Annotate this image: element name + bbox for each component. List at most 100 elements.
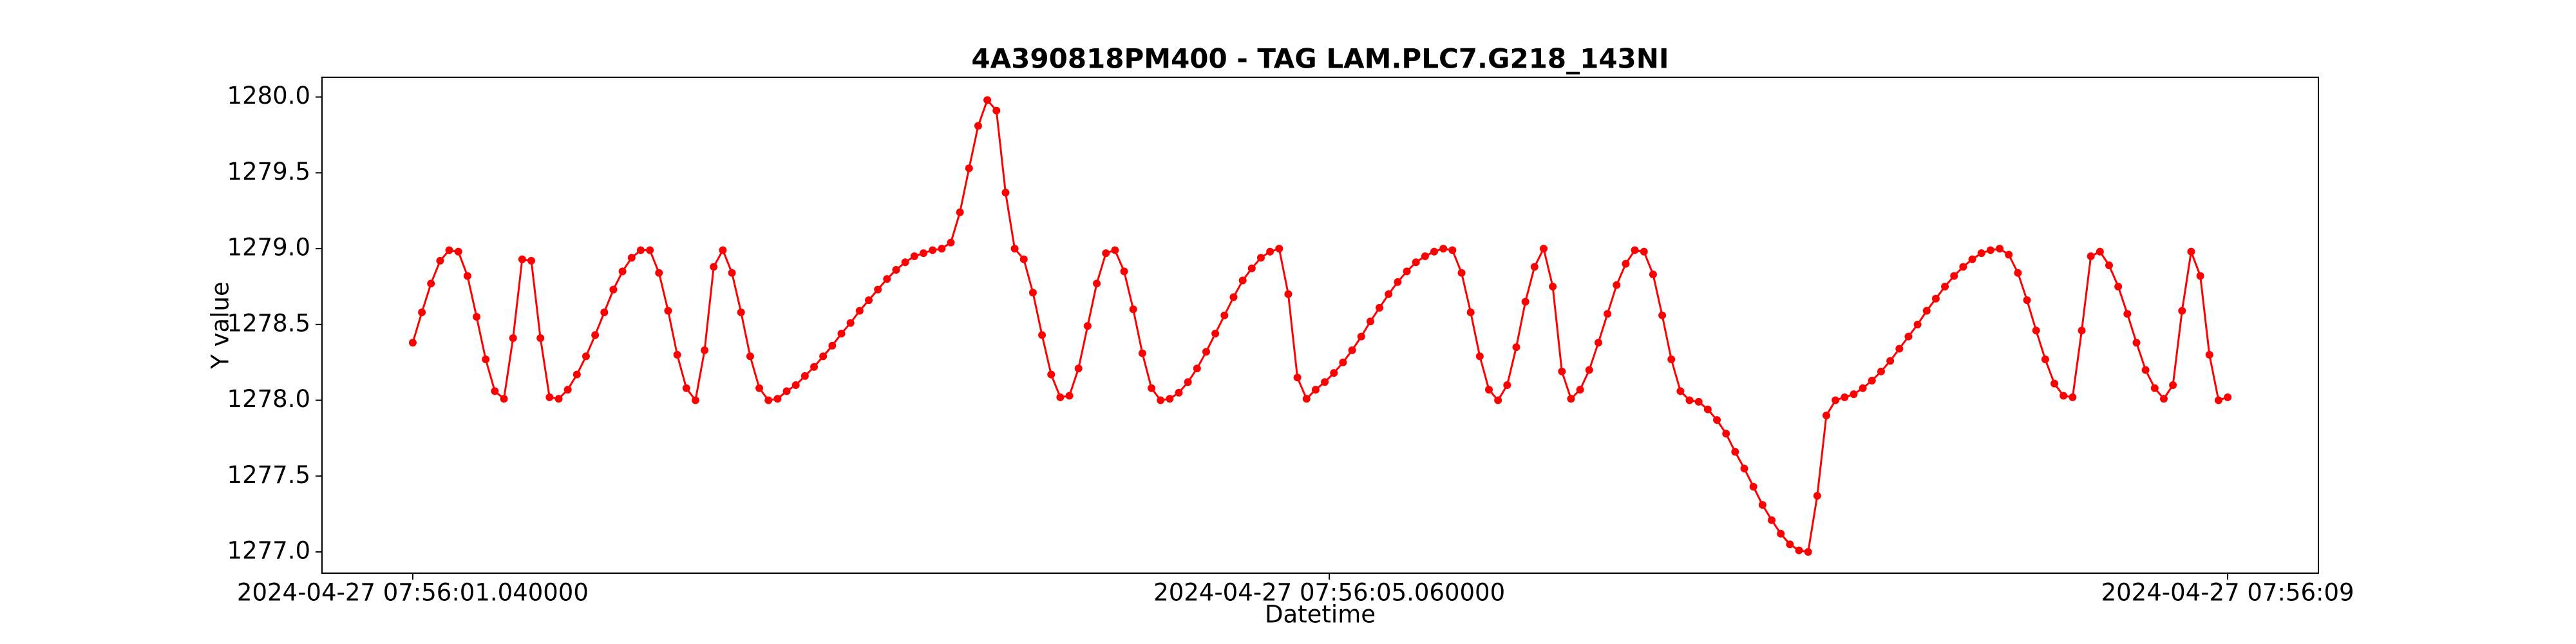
- data-point: [910, 252, 918, 260]
- data-point: [1175, 388, 1183, 397]
- data-point: [1111, 246, 1119, 254]
- data-point: [1038, 331, 1046, 339]
- data-point: [1311, 386, 1320, 394]
- data-point: [719, 246, 727, 254]
- data-point: [938, 245, 946, 253]
- data-point: [728, 269, 736, 277]
- data-point: [1832, 396, 1840, 404]
- data-point: [2087, 252, 2095, 260]
- data-point: [1439, 245, 1448, 253]
- data-point: [1758, 501, 1766, 509]
- data-point: [554, 395, 563, 403]
- data-point: [1594, 339, 1602, 347]
- data-point: [445, 246, 453, 254]
- data-point: [1466, 308, 1475, 316]
- data-point: [846, 319, 855, 327]
- data-point: [436, 256, 444, 265]
- data-point: [1065, 392, 1074, 400]
- data-point: [1731, 448, 1739, 456]
- data-point: [1421, 252, 1429, 260]
- data-point: [1202, 348, 1210, 356]
- data-point: [518, 255, 526, 263]
- data-point: [901, 258, 909, 267]
- data-point: [627, 254, 636, 262]
- data-point: [1475, 352, 1484, 361]
- x-tick-label: 2024-04-27 07:56:01.040000: [237, 579, 589, 607]
- data-point: [2150, 384, 2159, 392]
- data-point: [1376, 303, 1384, 312]
- data-point: [1913, 320, 1922, 328]
- data-point: [1795, 546, 1803, 554]
- data-point: [673, 350, 681, 359]
- data-point: [2014, 269, 2022, 277]
- data-point: [855, 307, 864, 315]
- data-point: [2196, 272, 2204, 280]
- data-point: [473, 313, 481, 321]
- data-point: [1266, 247, 1274, 256]
- data-point: [1959, 263, 1967, 271]
- data-point: [1813, 491, 1821, 500]
- data-point: [1083, 322, 1092, 330]
- data-point: [1339, 358, 1347, 366]
- data-point: [883, 275, 891, 283]
- data-point: [1968, 255, 1976, 263]
- data-point: [2205, 350, 2213, 359]
- data-point: [1394, 278, 1402, 286]
- data-point: [500, 395, 508, 403]
- data-point: [800, 372, 809, 380]
- data-point: [947, 238, 955, 247]
- data-point: [1986, 246, 1994, 254]
- data-point: [2105, 261, 2113, 269]
- data-point: [618, 267, 627, 276]
- data-point: [1001, 188, 1010, 196]
- data-point: [837, 329, 846, 337]
- data-point: [1904, 332, 1913, 341]
- data-point: [1211, 329, 1220, 337]
- data-point: [1558, 367, 1566, 375]
- data-point: [1850, 390, 1858, 399]
- data-point: [1576, 386, 1584, 394]
- data-point: [646, 246, 654, 254]
- data-point: [1366, 317, 1374, 326]
- data-point: [2169, 381, 2177, 390]
- data-point: [1649, 270, 1657, 279]
- data-point: [1302, 395, 1311, 403]
- data-point: [1448, 246, 1457, 254]
- data-point: [1010, 245, 1019, 253]
- y-tick-label: 1277.5: [227, 461, 310, 489]
- data-point: [1138, 349, 1146, 357]
- data-point: [1768, 516, 1776, 524]
- data-point: [1357, 332, 1365, 341]
- data-point: [682, 384, 690, 392]
- data-point: [1430, 247, 1439, 256]
- data-point: [874, 285, 882, 294]
- data-point: [1047, 370, 1056, 379]
- data-point: [2123, 310, 2132, 318]
- data-point: [1120, 267, 1128, 276]
- data-point: [965, 164, 973, 173]
- data-point: [609, 285, 618, 294]
- data-point: [2069, 393, 2077, 401]
- data-point: [1293, 374, 1302, 382]
- data-point: [2224, 393, 2232, 401]
- data-point: [2132, 339, 2141, 347]
- data-point: [1640, 247, 1648, 256]
- data-point: [1622, 260, 1630, 268]
- data-point: [664, 307, 672, 315]
- data-point: [701, 346, 709, 354]
- data-point: [1494, 396, 1502, 404]
- data-point: [892, 266, 900, 274]
- data-point: [1631, 246, 1639, 254]
- data-point: [545, 393, 554, 401]
- data-point: [2050, 379, 2059, 388]
- data-point: [1859, 384, 1867, 392]
- data-point: [1102, 249, 1110, 258]
- data-point: [1247, 264, 1256, 272]
- data-point: [1658, 311, 1667, 319]
- data-point: [600, 308, 609, 316]
- y-axis-label: Y value: [207, 281, 234, 369]
- data-point: [1184, 378, 1192, 386]
- data-point: [773, 395, 782, 403]
- data-point: [1348, 346, 1356, 354]
